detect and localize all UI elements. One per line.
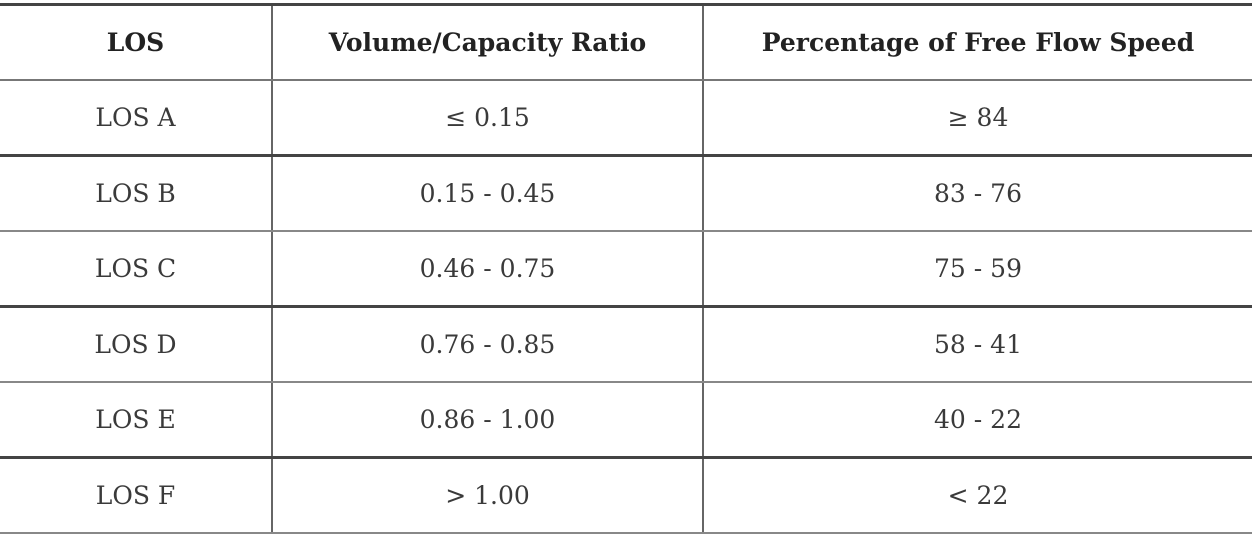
table-row: LOS D 0.76 - 0.85 58 - 41	[0, 306, 1252, 383]
table-row: LOS C 0.46 - 0.75 75 - 59	[0, 231, 1252, 308]
value-cell: 40 - 22	[702, 382, 1252, 459]
table-header: LOS Volume/Capacity Ratio Percentage of Fr…	[0, 3, 1252, 81]
value-cell: 0.76 - 0.85	[271, 306, 703, 383]
header-row: LOS Volume/Capacity Ratio Percentage of Fr…	[0, 3, 1252, 81]
los-cell: LOS D	[0, 306, 272, 383]
los-table: LOS Volume/Capacity Ratio Percentage of Fr…	[0, 3, 1252, 534]
value-cell: 58 - 41	[702, 306, 1252, 383]
table-row: LOS F > 1.00 < 22	[0, 457, 1252, 534]
table-row: LOS A ≤ 0.15 ≥ 84	[0, 80, 1252, 157]
los-cell: LOS A	[0, 80, 272, 157]
table-container: LOS Volume/Capacity Ratio Percentage of Fr…	[0, 3, 1252, 534]
los-cell: LOS C	[0, 231, 272, 308]
los-cell: LOS F	[0, 457, 272, 534]
table-body: LOS A ≤ 0.15 ≥ 84 LOS B 0.15 - 0.45 83 - 76 LO…	[0, 80, 1252, 534]
value-cell: 0.46 - 0.75	[271, 231, 703, 308]
header-cell: LOS	[0, 3, 272, 81]
header-cell: Volume/Capacity Ratio	[271, 3, 703, 81]
value-cell: > 1.00	[271, 457, 703, 534]
table-row: LOS B 0.15 - 0.45 83 - 76	[0, 155, 1252, 232]
value-cell: 0.86 - 1.00	[271, 382, 703, 459]
los-cell: LOS B	[0, 155, 272, 232]
value-cell: 0.15 - 0.45	[271, 155, 703, 232]
los-cell: LOS E	[0, 382, 272, 459]
value-cell: 83 - 76	[702, 155, 1252, 232]
value-cell: < 22	[702, 457, 1252, 534]
table-row: LOS E 0.86 - 1.00 40 - 22	[0, 382, 1252, 459]
value-cell: 75 - 59	[702, 231, 1252, 308]
header-cell: Percentage of Free Flow Speed	[702, 3, 1252, 81]
value-cell: ≥ 84	[702, 80, 1252, 157]
value-cell: ≤ 0.15	[271, 80, 703, 157]
